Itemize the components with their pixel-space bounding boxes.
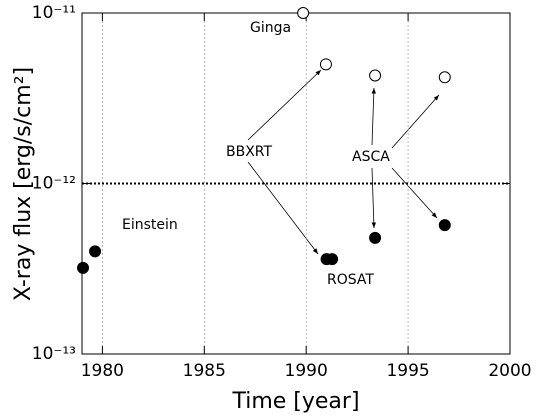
- annotation: Ginga: [250, 20, 291, 36]
- arrow: [371, 167, 377, 229]
- annotation: BBXRT: [226, 144, 273, 160]
- arrow: [371, 87, 377, 146]
- point: [369, 231, 382, 244]
- point: [438, 71, 451, 84]
- x-tick-label: 1990: [285, 361, 328, 381]
- arrow: [247, 161, 319, 255]
- arrow: [247, 69, 322, 141]
- y-tick-label: 10⁻¹²: [32, 174, 76, 194]
- point: [369, 69, 382, 82]
- point: [297, 7, 310, 19]
- y-tick-label: 10⁻¹³: [32, 344, 76, 364]
- point: [89, 245, 102, 258]
- x-tick-label: 1995: [386, 361, 429, 381]
- point: [319, 58, 332, 71]
- arrows: [247, 69, 440, 255]
- y-axis-label: X-ray flux [erg/s/cm²]: [11, 67, 36, 301]
- x-tick-label: 1980: [81, 361, 124, 381]
- x-tick-label: 2000: [488, 361, 531, 381]
- point: [438, 219, 451, 232]
- annotation: ASCA: [352, 149, 390, 165]
- x-axis-label: Time [year]: [231, 389, 359, 414]
- point: [77, 261, 90, 274]
- x-tick-label: 1985: [183, 361, 226, 381]
- annotation: ROSAT: [327, 272, 374, 288]
- point: [326, 253, 339, 266]
- arrow: [391, 94, 440, 149]
- arrow: [391, 167, 438, 219]
- y-tick-label: 10⁻¹¹: [32, 3, 76, 23]
- annotation: Einstein: [122, 217, 178, 233]
